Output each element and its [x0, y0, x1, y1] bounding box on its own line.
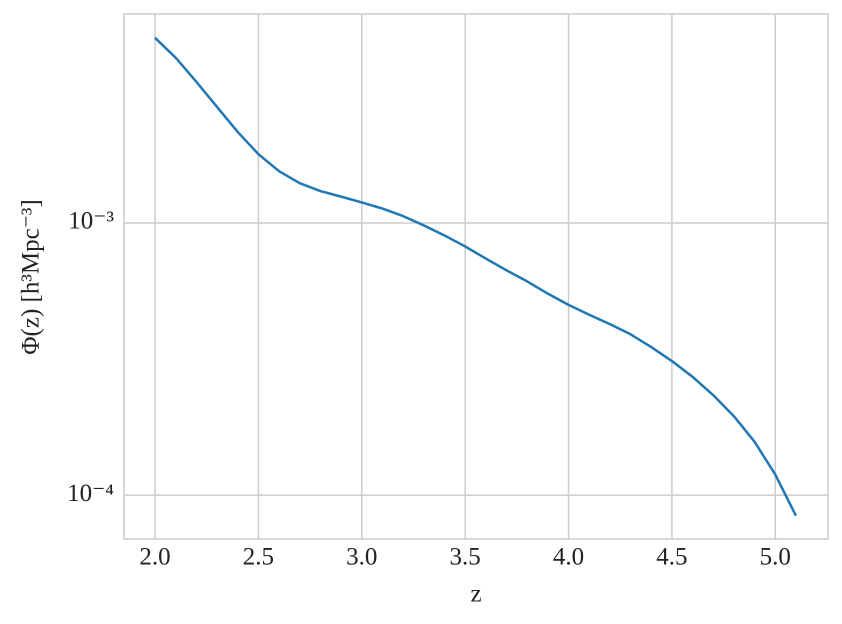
x-tick-label: 4.0: [553, 544, 584, 571]
plot-frame: [123, 13, 829, 540]
x-tick-label: 3.0: [346, 544, 377, 571]
x-tick-label: 2.0: [139, 544, 170, 571]
data-line: [154, 36, 798, 517]
y-tick-label: 10⁻⁴: [67, 480, 114, 507]
x-tick-label: 2.5: [243, 544, 274, 571]
x-tick-label: 4.5: [656, 544, 687, 571]
y-axis-label: Φ(z) [h³Mpc⁻³]: [18, 199, 45, 354]
x-tick-label: 5.0: [760, 544, 791, 571]
x-tick-label: 3.5: [450, 544, 481, 571]
y-tick-label: 10⁻³: [68, 208, 114, 235]
x-axis-label: z: [470, 581, 481, 608]
